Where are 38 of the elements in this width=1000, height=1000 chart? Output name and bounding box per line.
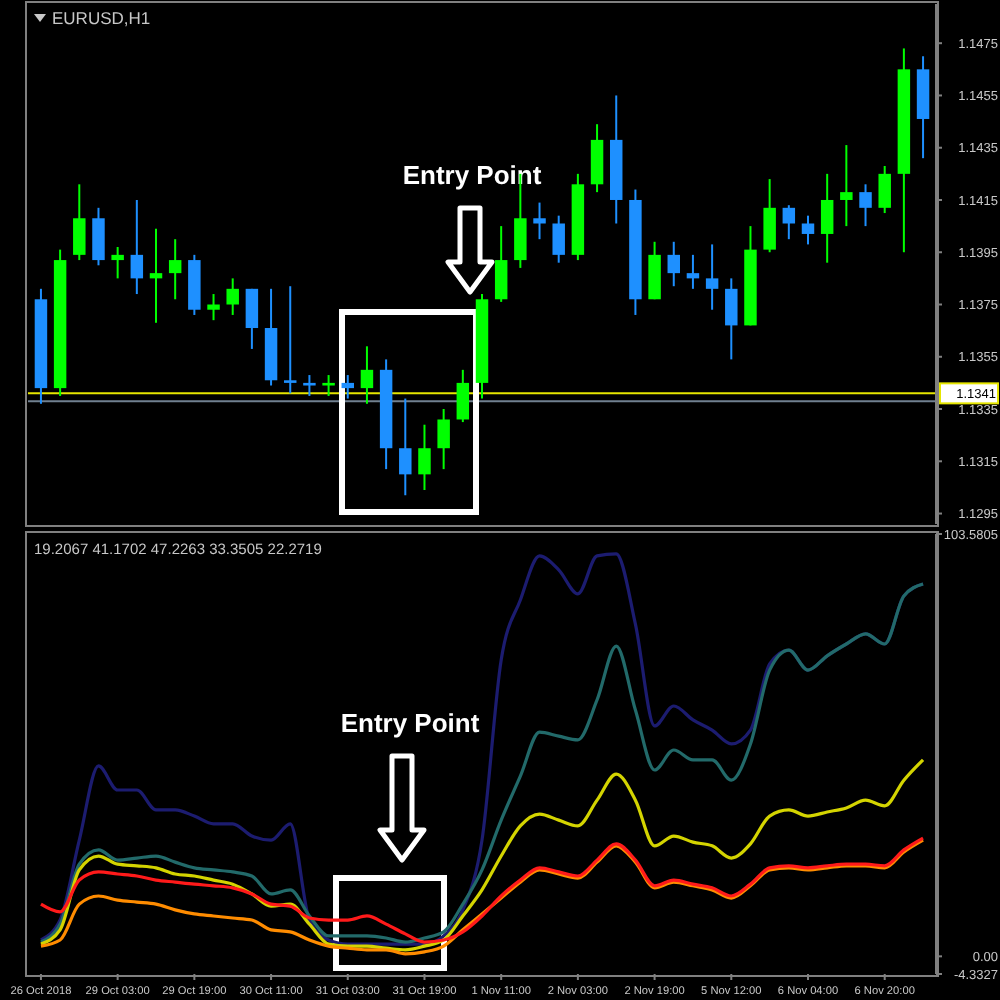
- line-series: [39, 758, 925, 952]
- candlestick: [859, 183, 872, 228]
- annotation: Entry Point: [402, 160, 543, 190]
- candlestick: [840, 144, 853, 228]
- candlestick: [418, 423, 431, 492]
- candlestick: [590, 123, 604, 194]
- candlestick: [73, 183, 86, 262]
- candlestick: [245, 287, 259, 350]
- candlestick: [725, 277, 738, 361]
- candlestick: [341, 374, 354, 400]
- candlestick: [437, 408, 450, 471]
- candlestick: [552, 214, 565, 264]
- candlestick: [284, 285, 297, 395]
- candlestick: [149, 227, 163, 324]
- candlestick: [303, 374, 316, 397]
- candlestick: [168, 238, 182, 301]
- candlestick: [763, 178, 776, 254]
- candlestick: [92, 206, 105, 267]
- candlestick: [533, 201, 546, 241]
- candlestick: [494, 225, 508, 303]
- candlestick: [686, 253, 700, 290]
- candlestick: [111, 246, 124, 280]
- candlestick: [360, 345, 374, 405]
- annotation: Entry Point: [340, 708, 481, 738]
- candlestick: [322, 374, 335, 397]
- candlestick: [207, 293, 220, 322]
- candlestick: [648, 240, 661, 301]
- candlestick: [801, 214, 815, 246]
- candlestick: [820, 172, 834, 264]
- candlestick: [878, 165, 891, 215]
- chart-title: EURUSD,H1: [52, 8, 151, 28]
- candlestick: [399, 397, 412, 497]
- candlestick: [456, 368, 470, 424]
- candlestick: [782, 204, 796, 241]
- candlestick: [667, 240, 680, 288]
- candlestick: [130, 198, 144, 296]
- candlestick: [705, 243, 719, 311]
- candlestick: [226, 277, 239, 316]
